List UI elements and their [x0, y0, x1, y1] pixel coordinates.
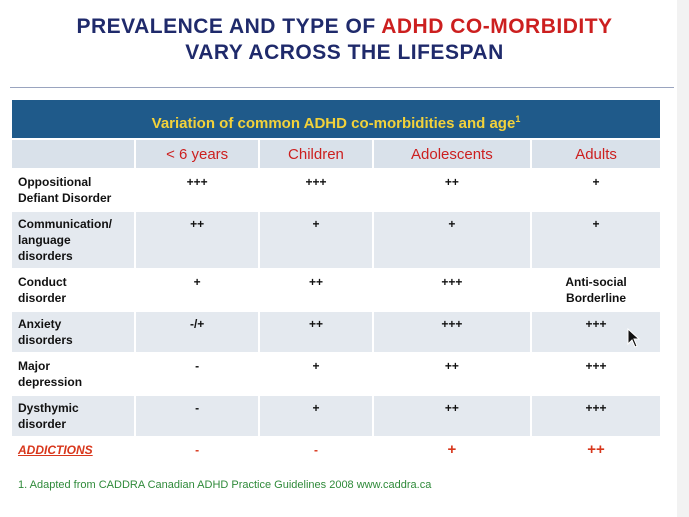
- slide-title: PREVALENCE AND TYPE OF ADHD CO-MORBIDITY…: [0, 14, 689, 66]
- right-edge-strip: [677, 0, 689, 517]
- cell-value: +++: [260, 170, 372, 210]
- cell-value: +: [532, 170, 660, 210]
- row-label-line: Communication/: [18, 217, 113, 231]
- cell-value: ++: [373, 354, 531, 394]
- row-label: Oppositional Defiant Disorder: [12, 170, 134, 210]
- table-row: Conduct disorder + ++ +++ Anti-social Borderl…: [12, 270, 660, 310]
- row-label-line: disorder: [18, 417, 67, 431]
- cell-value: -: [136, 438, 259, 466]
- table-row: Dysthymic disorder - + ++ +++: [12, 396, 660, 436]
- title-line-2: VARY ACROSS THE LIFESPAN: [185, 41, 504, 64]
- footnote: 1. Adapted from CADDRA Canadian ADHD Pra…: [18, 479, 432, 491]
- cell-value: -/+: [136, 312, 259, 352]
- cell-value: +: [260, 354, 372, 394]
- table-row: Anxiety disorders -/+ ++ +++ +++: [12, 312, 660, 352]
- row-label: Dysthymic disorder: [12, 396, 134, 436]
- column-header: < 6 years: [136, 140, 259, 168]
- cell-value: +: [373, 438, 531, 466]
- row-label-line: Defiant Disorder: [18, 191, 112, 205]
- row-label-line: Oppositional: [18, 175, 92, 189]
- cell-value: +++: [532, 396, 660, 436]
- row-label-line: Major: [18, 359, 51, 373]
- table-row: Oppositional Defiant Disorder +++ +++ ++ +: [12, 170, 660, 210]
- cell-value: ++: [136, 212, 259, 268]
- column-header: Adolescents: [373, 140, 531, 168]
- table-grid: < 6 years Children Adolescents Adults Opposi…: [10, 138, 662, 468]
- row-label-line: disorder: [18, 291, 67, 305]
- column-header: Children: [260, 140, 372, 168]
- row-label: Communication/language disorders: [12, 212, 134, 268]
- title-text-part1: PREVALENCE AND TYPE OF: [76, 15, 376, 38]
- row-label-line: disorders: [18, 333, 73, 347]
- title-divider: [10, 87, 674, 88]
- row-label-line: Anxiety: [18, 317, 62, 331]
- cell-value: +: [260, 396, 372, 436]
- cell-value: +++: [532, 312, 660, 352]
- cell-value: Anti-social Borderline: [532, 270, 660, 310]
- row-label-line: ADDICTIONS: [18, 443, 93, 457]
- cell-value: +: [373, 212, 531, 268]
- cell-value: +: [136, 270, 259, 310]
- row-label-line: depression: [18, 375, 83, 389]
- row-label-line: disorders: [18, 249, 73, 263]
- cell-value: ++: [260, 312, 372, 352]
- table-caption: Variation of common ADHD co-morbidities …: [12, 100, 660, 138]
- table-row: Major depression - + ++ +++: [12, 354, 660, 394]
- title-line-1: PREVALENCE AND TYPE OF ADHD CO-MORBIDITY: [0, 14, 689, 40]
- title-highlight: ADHD CO-MORBIDITY: [381, 15, 613, 38]
- cell-value: ++: [373, 396, 531, 436]
- row-label: ADDICTIONS: [12, 438, 134, 466]
- cell-value: +++: [373, 312, 531, 352]
- table-row: Communication/language disorders ++ + + +: [12, 212, 660, 268]
- cell-value: -: [260, 438, 372, 466]
- cell-value: +++: [136, 170, 259, 210]
- cell-value: +++: [373, 270, 531, 310]
- comorbidity-table: Variation of common ADHD co-morbidities …: [12, 100, 660, 468]
- cell-value: -: [136, 354, 259, 394]
- cell-value: -: [136, 396, 259, 436]
- row-label: Anxiety disorders: [12, 312, 134, 352]
- table-caption-text: Variation of common ADHD co-morbidities …: [151, 115, 516, 132]
- header-corner-cell: [12, 140, 134, 168]
- row-label: Major depression: [12, 354, 134, 394]
- cell-value: +: [532, 212, 660, 268]
- cell-value: +: [260, 212, 372, 268]
- cell-value: +++: [532, 354, 660, 394]
- header-row: < 6 years Children Adolescents Adults: [12, 140, 660, 168]
- cell-value: ++: [260, 270, 372, 310]
- table-caption-superscript: 1: [515, 114, 521, 124]
- row-label: Conduct disorder: [12, 270, 134, 310]
- row-label-line: Dysthymic: [18, 401, 79, 415]
- mouse-pointer-icon: [627, 328, 641, 348]
- table-row: ADDICTIONS - - + ++: [12, 438, 660, 466]
- column-header: Adults: [532, 140, 660, 168]
- cell-value: ++: [532, 438, 660, 466]
- row-label-line: language: [18, 233, 71, 247]
- row-label-line: Conduct: [18, 275, 67, 289]
- cell-value: ++: [373, 170, 531, 210]
